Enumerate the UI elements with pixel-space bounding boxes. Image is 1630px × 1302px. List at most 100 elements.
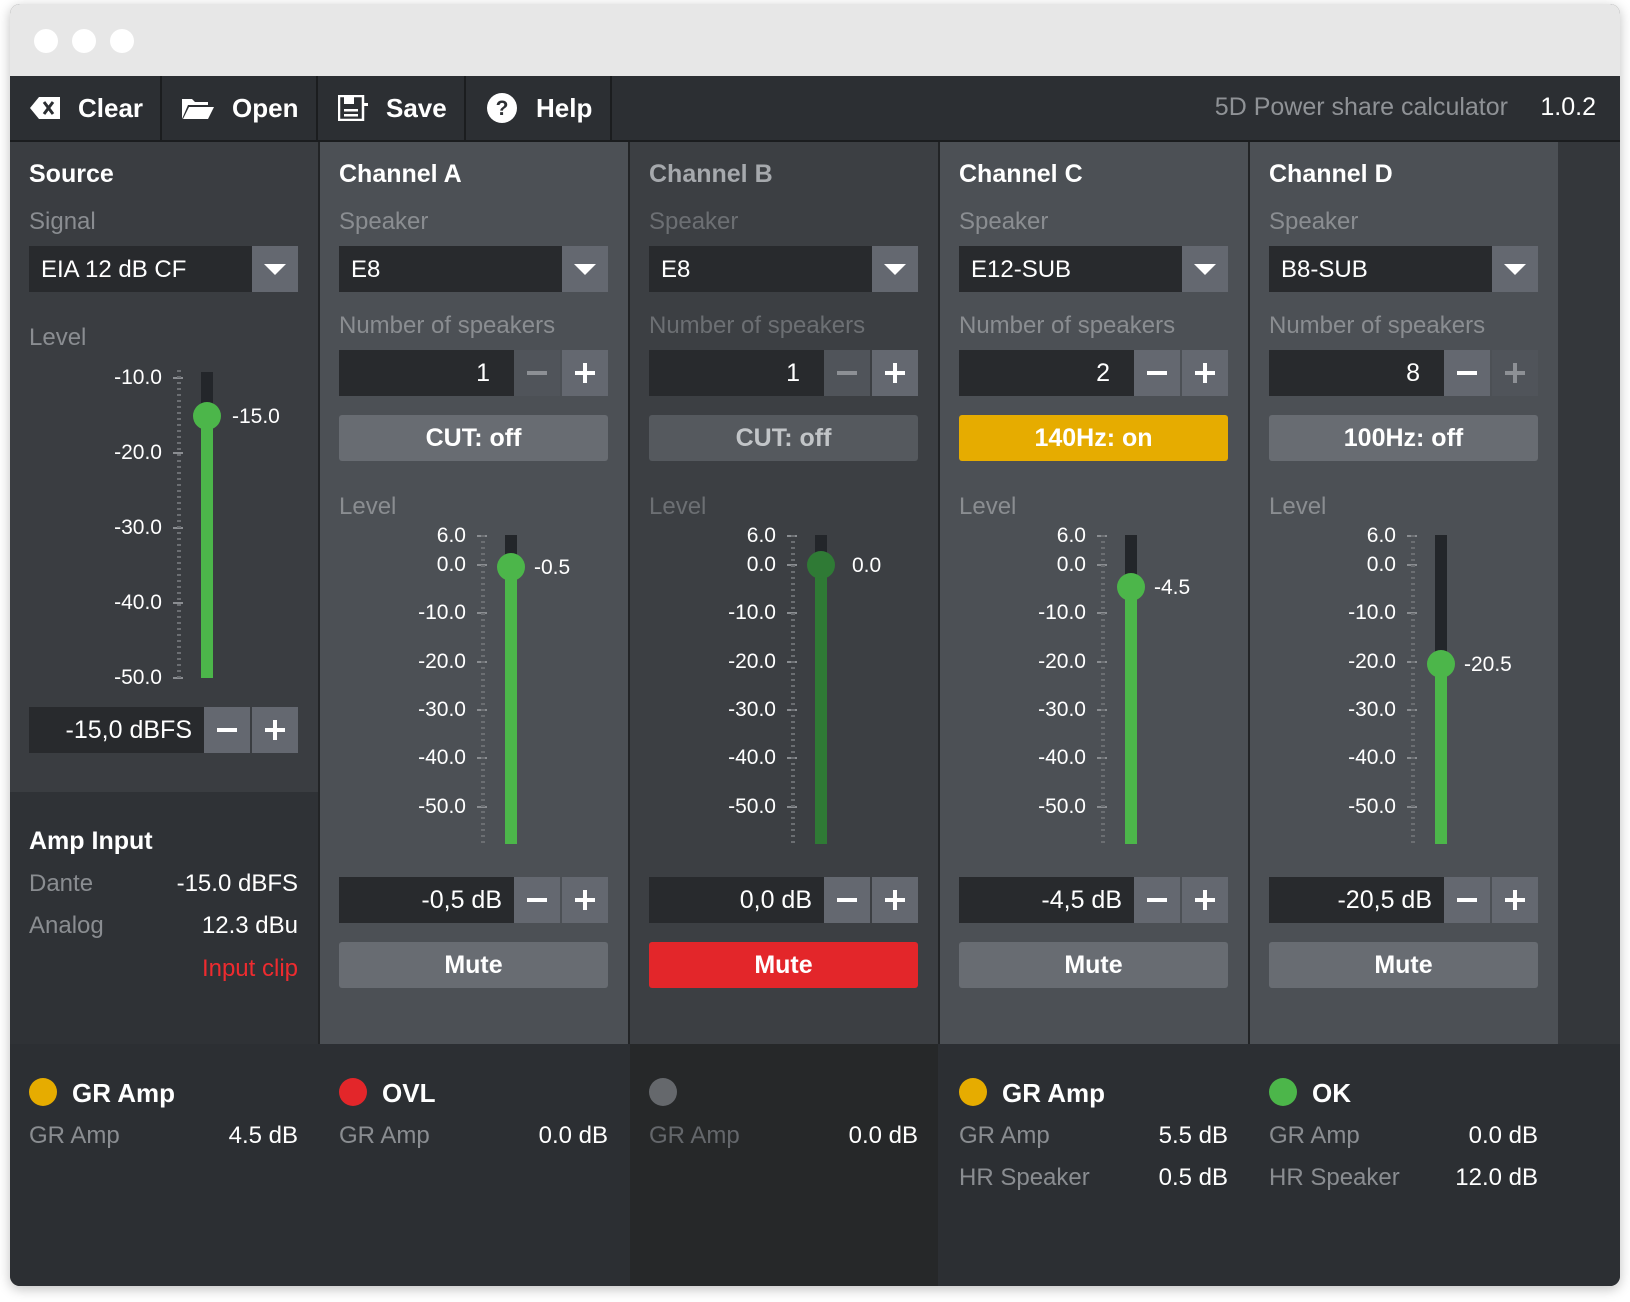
mute-button[interactable]: Mute bbox=[1269, 942, 1538, 988]
speaker-dropdown[interactable]: E12-SUB bbox=[959, 246, 1228, 292]
column-divider bbox=[628, 142, 630, 1286]
increment-button[interactable] bbox=[872, 877, 918, 923]
speaker-count-field[interactable]: 1 bbox=[339, 350, 514, 396]
scale-tick-label: -20.0 bbox=[1348, 649, 1396, 673]
channel-level-stepper[interactable]: -0,5 dB bbox=[339, 877, 608, 923]
speaker-dropdown[interactable]: B8-SUB bbox=[1269, 246, 1538, 292]
gr-amp-label: GR Amp bbox=[959, 1122, 1050, 1149]
scale-tick-label: -30.0 bbox=[418, 697, 466, 721]
gr-amp-label: GR Amp bbox=[29, 1122, 120, 1149]
filter-toggle-button[interactable]: CUT: off bbox=[339, 415, 608, 461]
scale-tick-label: -10.0 bbox=[114, 366, 162, 389]
decrement-button[interactable] bbox=[824, 350, 870, 396]
scale-tick-label: -10.0 bbox=[1038, 601, 1086, 625]
window-close-button[interactable] bbox=[34, 29, 58, 53]
channel-level-field[interactable]: -4,5 dB bbox=[959, 877, 1134, 923]
channel-level-stepper[interactable]: -20,5 dB bbox=[1269, 877, 1538, 923]
analog-value: 12.3 dBu bbox=[201, 912, 298, 939]
scale-tick-label: -40.0 bbox=[728, 746, 776, 770]
increment-button[interactable] bbox=[562, 350, 608, 396]
scale-tick-label: 6.0 bbox=[1366, 524, 1396, 547]
channel-level-field[interactable]: 0,0 dB bbox=[649, 877, 824, 923]
scale-tick-label: -20.0 bbox=[728, 649, 776, 673]
channel-level-field[interactable]: -0,5 dB bbox=[339, 877, 514, 923]
source-level-field[interactable]: -15,0 dBFS bbox=[29, 707, 204, 753]
scale-tick-label: -10.0 bbox=[728, 601, 776, 625]
status-indicator-icon bbox=[649, 1078, 677, 1106]
scale-tick-label: 0.0 bbox=[436, 553, 466, 576]
window-minimize-button[interactable] bbox=[72, 29, 96, 53]
decrement-button[interactable] bbox=[1444, 350, 1490, 396]
scale-tick-label: -10.0 bbox=[1348, 601, 1396, 625]
increment-button[interactable] bbox=[1182, 350, 1228, 396]
speaker-count-stepper[interactable]: 1 bbox=[339, 350, 608, 396]
scale-tick-label: -30.0 bbox=[1348, 697, 1396, 721]
speaker-count-field[interactable]: 8 bbox=[1269, 350, 1444, 396]
signal-dropdown[interactable]: EIA 12 dB CF bbox=[29, 246, 298, 292]
speaker-dropdown[interactable]: E8 bbox=[339, 246, 608, 292]
scale-tick-label: 0.0 bbox=[1056, 553, 1086, 576]
mute-button[interactable]: Mute bbox=[959, 942, 1228, 988]
speaker-value: B8-SUB bbox=[1281, 256, 1368, 283]
speaker-count-field[interactable]: 1 bbox=[649, 350, 824, 396]
gr-amp-value: 4.5 dB bbox=[228, 1122, 298, 1149]
filter-toggle-button[interactable]: CUT: off bbox=[649, 415, 918, 461]
scale-tick-label: 6.0 bbox=[746, 524, 776, 547]
scale-tick-label: -50.0 bbox=[114, 666, 162, 689]
channel-level-stepper[interactable]: 0,0 dB bbox=[649, 877, 918, 923]
speaker-count-stepper[interactable]: 8 bbox=[1269, 350, 1538, 396]
scale-minor-ticks bbox=[791, 535, 795, 844]
decrement-button[interactable] bbox=[824, 877, 870, 923]
fader-knob[interactable] bbox=[1117, 572, 1145, 601]
speaker-value: E12-SUB bbox=[971, 256, 1072, 283]
fader-value: -4.5 bbox=[1154, 575, 1191, 599]
channel-level-field[interactable]: -20,5 dB bbox=[1269, 877, 1444, 923]
gr-amp-label: GR Amp bbox=[649, 1122, 740, 1149]
scale-tick-label: -10.0 bbox=[418, 601, 466, 625]
decrement-button[interactable] bbox=[514, 877, 560, 923]
decrement-button[interactable] bbox=[1134, 350, 1180, 396]
fader-knob[interactable] bbox=[1427, 650, 1455, 678]
mute-button[interactable]: Mute bbox=[339, 942, 608, 988]
increment-button[interactable] bbox=[562, 877, 608, 923]
speaker-count-field[interactable]: 2 bbox=[959, 350, 1134, 396]
fader-level-fill bbox=[201, 416, 213, 678]
fader-knob[interactable] bbox=[807, 551, 835, 579]
column-divider bbox=[1248, 142, 1250, 1286]
scale-tick-label: -20.0 bbox=[418, 649, 466, 673]
scale-tick-label: -40.0 bbox=[1038, 746, 1086, 770]
decrement-button[interactable] bbox=[1444, 877, 1490, 923]
window-maximize-button[interactable] bbox=[110, 29, 134, 53]
help-icon: ? bbox=[487, 93, 517, 123]
increment-button[interactable] bbox=[1492, 350, 1538, 396]
signal-label: Signal bbox=[29, 208, 96, 235]
speaker-dropdown[interactable]: E8 bbox=[649, 246, 918, 292]
decrement-button[interactable] bbox=[514, 350, 560, 396]
clear-button[interactable]: Clear bbox=[10, 76, 162, 140]
status-indicator-icon bbox=[29, 1078, 57, 1106]
chevron-down-icon bbox=[1492, 246, 1538, 292]
fader-knob[interactable] bbox=[193, 402, 221, 430]
channel-level-stepper[interactable]: -4,5 dB bbox=[959, 877, 1228, 923]
decrement-button[interactable] bbox=[204, 707, 250, 753]
decrement-button[interactable] bbox=[1134, 877, 1180, 923]
speaker-count-stepper[interactable]: 1 bbox=[649, 350, 918, 396]
fader-knob[interactable] bbox=[497, 553, 525, 582]
channel-strip-d: Channel D Speaker B8-SUB Number of speak… bbox=[1250, 142, 1558, 1092]
dante-label: Dante bbox=[29, 870, 94, 897]
filter-toggle-button[interactable]: 100Hz: off bbox=[1269, 415, 1538, 461]
help-button[interactable]: ? Help bbox=[466, 76, 612, 140]
increment-button[interactable] bbox=[252, 707, 298, 753]
hr-speaker-label: HR Speaker bbox=[1269, 1164, 1400, 1191]
increment-button[interactable] bbox=[872, 350, 918, 396]
source-level-stepper[interactable]: -15,0 dBFS bbox=[29, 707, 298, 753]
gr-amp-value: 0.0 dB bbox=[848, 1122, 918, 1149]
increment-button[interactable] bbox=[1492, 877, 1538, 923]
save-button[interactable]: Save bbox=[318, 76, 466, 140]
filter-toggle-button[interactable]: 140Hz: on bbox=[959, 415, 1228, 461]
title-bar bbox=[10, 4, 1620, 76]
increment-button[interactable] bbox=[1182, 877, 1228, 923]
speaker-count-stepper[interactable]: 2 bbox=[959, 350, 1228, 396]
mute-button[interactable]: Mute bbox=[649, 942, 918, 988]
open-button[interactable]: Open bbox=[162, 76, 318, 140]
